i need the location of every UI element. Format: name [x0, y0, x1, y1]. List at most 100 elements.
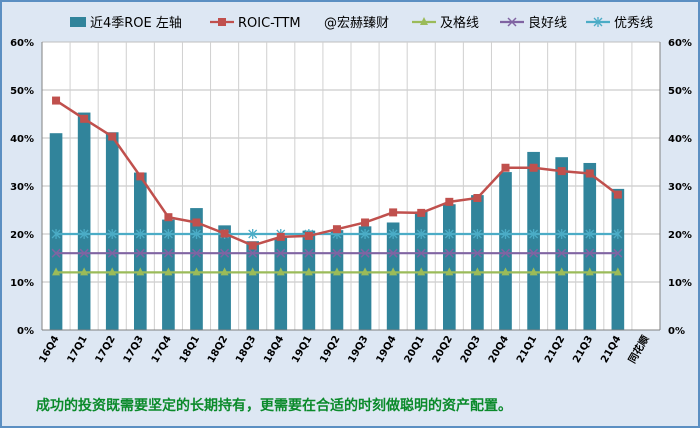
roe-bar: [499, 172, 512, 330]
series-point: [276, 232, 285, 241]
series-point: [192, 229, 201, 239]
series-point-stroke: [444, 248, 454, 258]
series-point: [276, 267, 285, 276]
roe-bar: [611, 188, 625, 330]
series-point: [248, 267, 257, 276]
series-square: [52, 96, 622, 250]
series-point: [248, 241, 257, 250]
roe-bar: [442, 204, 456, 330]
legend-label: @宏赫臻财: [324, 16, 389, 31]
series-point-stroke: [360, 248, 370, 258]
legend-marker: [420, 17, 428, 25]
series-point: [613, 229, 623, 239]
series-point: [445, 197, 454, 206]
series-point: [191, 248, 202, 258]
series-point: [501, 267, 510, 276]
series-point: [585, 229, 595, 239]
x-tick-label: 21Q1: [515, 334, 539, 365]
series-point: [361, 267, 370, 276]
series-point: [80, 267, 89, 276]
legend-item: 良好线: [500, 15, 567, 31]
series-point: [529, 229, 539, 239]
series-point: [501, 229, 510, 239]
legend-label: 近4季ROE 左轴: [90, 16, 182, 31]
series-point-stroke: [500, 248, 511, 258]
series-point: [557, 248, 567, 258]
x-tick-label: 19Q2: [318, 334, 342, 365]
series-point-stroke: [107, 248, 117, 258]
series-point-stroke: [613, 248, 623, 258]
series-point: [276, 248, 286, 258]
series-point: [388, 229, 398, 239]
series-point: [360, 229, 370, 239]
roe-bar: [77, 112, 91, 330]
x-tick-label: 17Q2: [94, 334, 118, 365]
series-point-stroke: [276, 248, 286, 258]
series-point: [135, 248, 145, 258]
series-point: [501, 163, 510, 172]
roe-bar: [527, 151, 540, 330]
series-point: [529, 248, 539, 258]
x-tick-label: 16Q4: [37, 334, 61, 365]
legend-marker-stroke: [507, 17, 517, 27]
legend-item: 及格线: [412, 15, 479, 31]
series-point: [444, 229, 454, 239]
series-point-stroke: [388, 248, 398, 258]
legend-marker: [218, 18, 226, 26]
x-tick-label: 18Q3: [234, 334, 258, 365]
series-point: [529, 163, 538, 172]
series-point: [107, 248, 117, 258]
roe-bar: [133, 172, 147, 330]
y-tick-label-left: 60%: [10, 38, 34, 49]
series-point: [51, 229, 61, 239]
series-point: [472, 248, 482, 258]
series-point: [248, 229, 258, 239]
series-point: [79, 248, 89, 258]
legend-label: 及格线: [440, 15, 479, 31]
series-point-stroke: [472, 248, 482, 258]
series-point: [52, 96, 61, 105]
series-point: [613, 248, 623, 258]
series-point: [417, 208, 426, 217]
x-tick-label: 20Q1: [403, 334, 427, 365]
series-point-stroke: [557, 248, 567, 258]
roe-bar: [218, 225, 231, 330]
series-point: [557, 167, 566, 176]
series-point-stroke: [304, 248, 314, 258]
series-point: [417, 267, 426, 276]
legend-item: 近4季ROE 左轴: [70, 16, 182, 31]
series-point: [332, 248, 342, 258]
series-point: [220, 267, 229, 276]
x-tick-label: 17Q1: [66, 334, 90, 365]
series-point: [164, 213, 173, 222]
series-point: [473, 194, 482, 202]
y-tick-label-left: 30%: [10, 182, 34, 193]
series-point: [304, 267, 313, 276]
legend-label: ROIC-TTM: [238, 16, 301, 31]
roe-bar: [274, 237, 288, 330]
series-point-stroke: [79, 248, 89, 258]
series-point-stroke: [416, 248, 426, 258]
series-point: [136, 172, 145, 181]
series-star: [51, 229, 623, 239]
series-point: [416, 229, 426, 239]
x-tick-label: 19Q3: [346, 334, 370, 365]
series-point: [107, 229, 117, 239]
line-series: [51, 96, 623, 276]
series-point: [472, 229, 482, 239]
roe-bar: [358, 226, 372, 330]
series-point-stroke: [248, 248, 258, 258]
roe-bars: [49, 112, 625, 330]
legend-swatch: [70, 17, 86, 27]
legend-label: 良好线: [528, 15, 567, 31]
footnote: 成功的投资既需要坚定的长期持有，更需要在合适的时刻做聪明的资产配置。: [36, 398, 512, 414]
series-point: [192, 267, 201, 276]
x-tick-label: 19Q4: [375, 334, 399, 365]
x-tick-label: 21Q2: [543, 334, 567, 365]
series-point: [164, 267, 173, 276]
x-tick-label: 同花顺: [625, 333, 651, 365]
x-tick-label: 20Q2: [431, 334, 455, 365]
x-tick-label: 17Q3: [122, 334, 146, 365]
x-tick-label: 21Q3: [571, 334, 595, 365]
y-tick-label-left: 40%: [10, 134, 34, 145]
